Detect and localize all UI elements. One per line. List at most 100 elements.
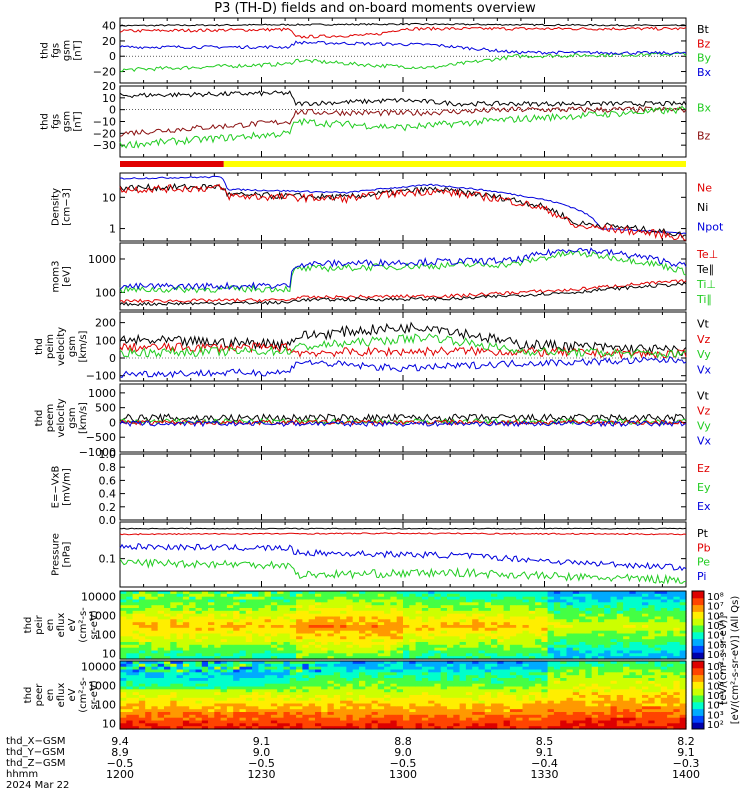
spec-cell [516,642,524,646]
spec-cell [654,680,662,685]
spec-cell [610,666,618,671]
spec-cell [302,706,310,710]
series-line-Npot [119,175,687,235]
spec-cell [233,613,241,618]
spec-cell [484,678,492,682]
spec-cell [252,622,259,626]
spec-cell [340,653,347,657]
spec-cell [503,726,511,730]
spec-cell [346,666,354,671]
spec-cell [591,653,599,657]
spec-cell [585,599,593,603]
spec-cell [528,680,536,685]
spec-cell [189,703,197,707]
spec-cell [245,683,253,688]
spec-cell [415,625,423,629]
spec-cell [409,647,417,652]
spec-cell [491,627,498,632]
spec-cell [415,647,423,652]
spec-cell [132,689,140,693]
spec-cell [333,644,341,649]
spec-cell [660,610,668,615]
spec-cell [415,636,423,640]
spec-cell [610,644,618,649]
spec-cell [359,672,366,676]
spec-cell [220,697,228,702]
spec-cell [120,663,127,668]
spec-cell [553,630,561,635]
spec-cell [616,636,624,640]
spec-cell [157,625,165,629]
spec-cell [478,700,486,705]
spec-cell [465,683,473,688]
spec-cell [233,686,241,690]
spec-cell [421,639,429,643]
spec-cell [453,680,461,685]
spec-cell [170,672,178,676]
spec-cell [252,656,259,660]
spec-cell [478,689,486,693]
spec-cell [233,672,241,676]
spec-cell [484,636,492,640]
spec-cell [346,644,354,649]
ytick-label: 1.0 [99,448,117,461]
spec-cell [340,720,347,724]
spec-cell [453,686,461,690]
spec-cell [384,669,391,673]
spec-cell [308,675,316,679]
spec-cell [120,596,127,601]
spec-cell [239,714,247,719]
spec-cell [214,642,222,646]
spec-cell [302,630,310,635]
spec-cell [497,672,505,676]
spec-cell [132,622,140,626]
legend-Vy: Vy [697,348,711,361]
spec-cell [415,666,423,671]
spec-cell [346,717,354,722]
spec-cell [258,650,266,654]
spec-cell [434,717,442,722]
spec-cell [333,642,341,646]
spec-cell [226,723,234,727]
spec-cell [258,647,266,652]
spec-cell [365,619,373,623]
spec-cell [660,680,668,685]
spec-cell [459,717,467,722]
ytick-label: 1000 [88,610,116,623]
spec-cell [126,697,134,702]
spec-cell [673,616,681,620]
spec-cell [598,602,605,606]
spec-cell [245,639,253,643]
spec-cell [528,636,536,640]
spec-cell [176,720,184,724]
spec-cell [377,714,385,719]
spec-cell [497,669,505,673]
series-line-Bz [119,26,687,39]
spec-cell [340,630,347,635]
spec-cell [164,695,171,699]
spec-cell [390,627,398,632]
spec-cell [315,633,322,637]
panel-vi [119,311,687,382]
spec-cell [201,653,209,657]
spec-cell [635,697,643,702]
spec-cell [654,616,662,620]
spec-cell [547,639,555,643]
spec-cell [484,666,492,671]
spec-cell [270,622,278,626]
spec-cell [547,656,555,660]
spec-cell [572,656,580,660]
spec-cell [553,650,561,654]
spec-cell [572,650,580,654]
spec-cell [673,663,681,668]
spec-cell [283,613,291,618]
spec-cell [214,686,222,690]
spec-cell [409,602,417,606]
spec-cell [535,672,542,676]
spec-cell [447,630,454,635]
spec-cell [308,714,316,719]
spec-cell [654,666,662,671]
spec-cell [384,593,391,598]
spec-cell [258,591,266,595]
spec-cell [195,695,203,699]
